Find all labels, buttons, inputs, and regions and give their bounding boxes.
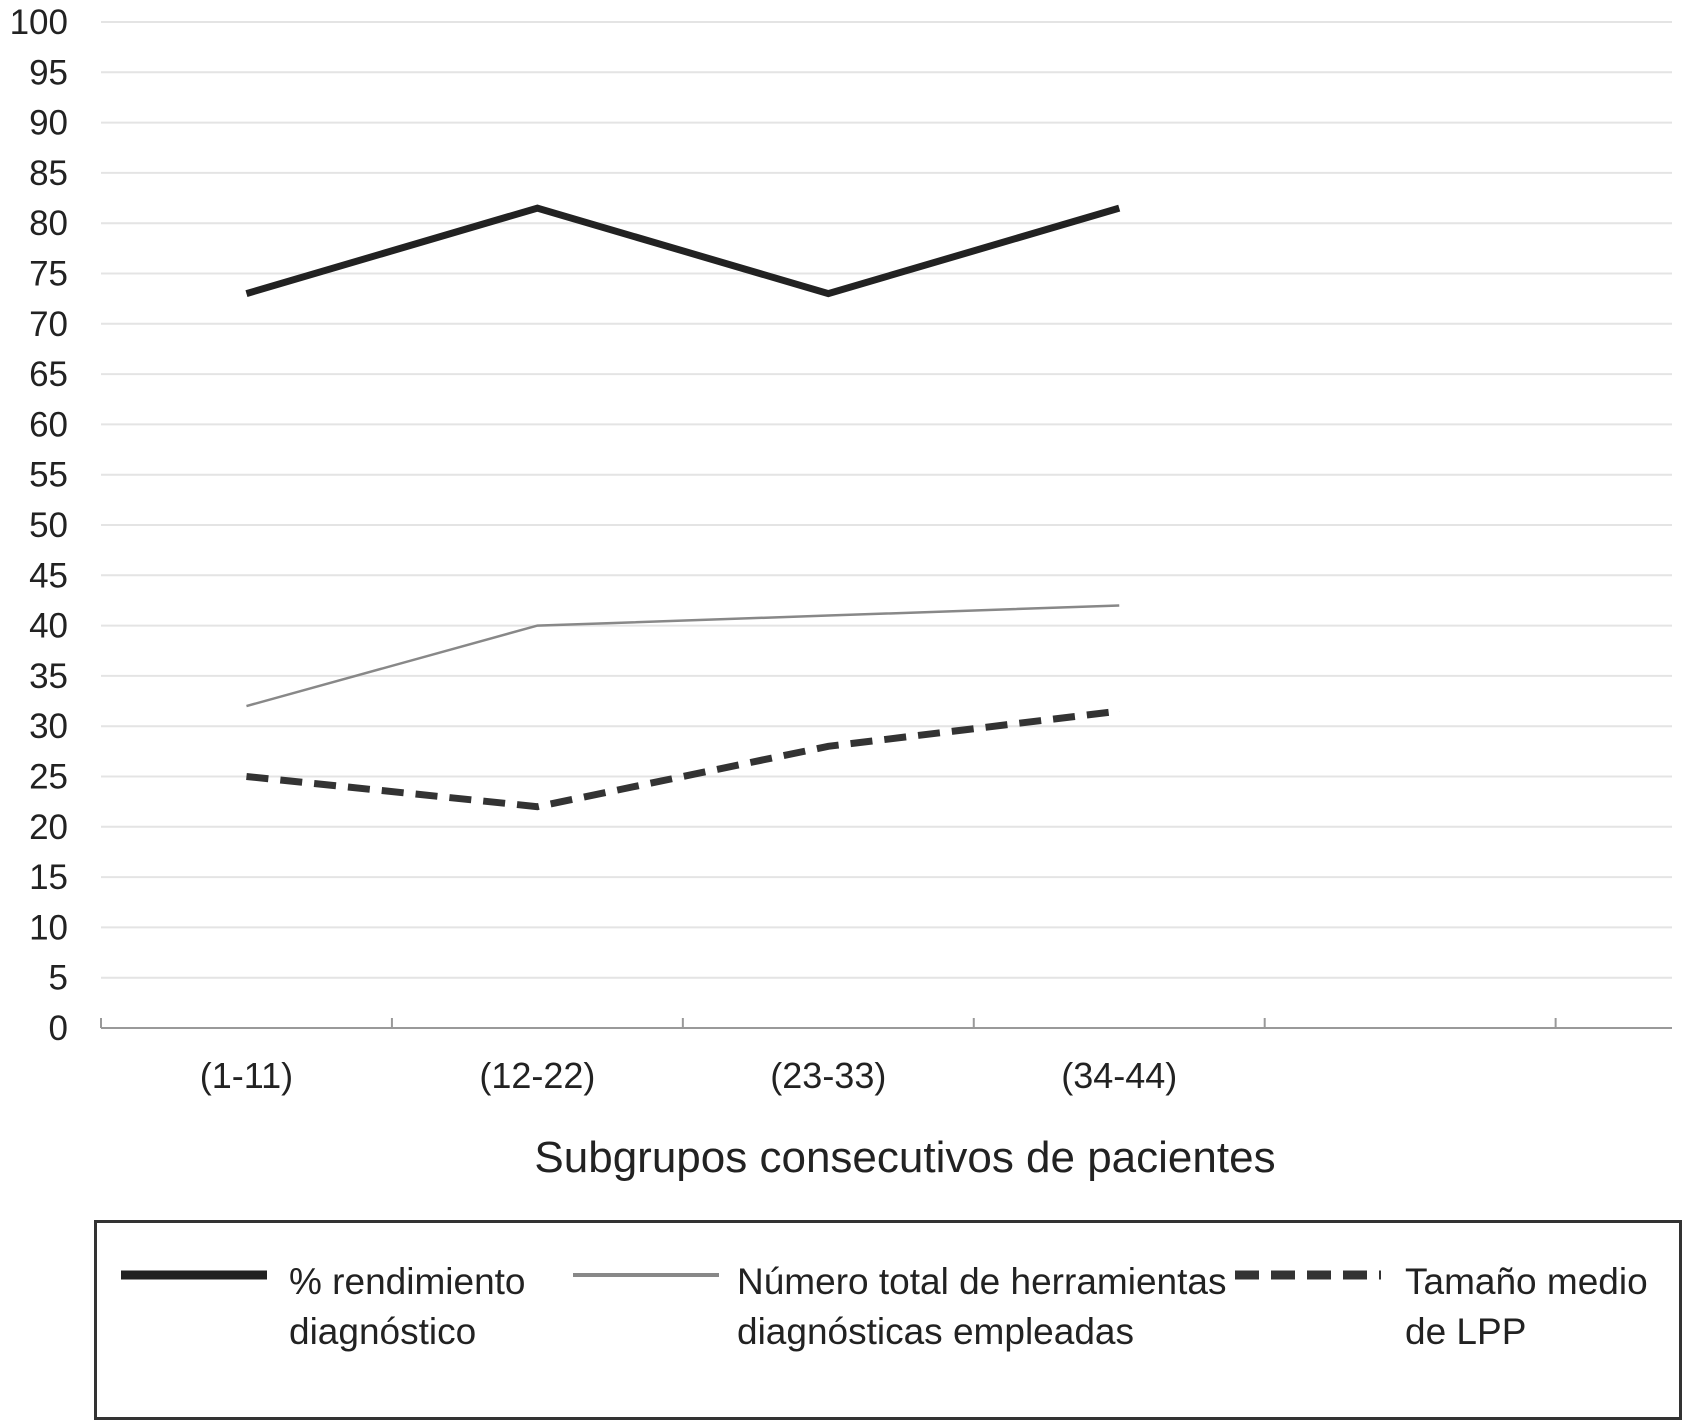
x-axis-title: Subgrupos consecutivos de pacientes (534, 1133, 1275, 1182)
y-tick-label-90: 90 (29, 104, 68, 143)
series-line-0 (245, 204, 1121, 298)
legend: % rendimiento diagnóstico Número total d… (94, 1220, 1682, 1420)
y-tick-label-30: 30 (29, 707, 68, 746)
y-tick-label-15: 15 (29, 858, 68, 897)
y-tick-label-85: 85 (29, 154, 68, 193)
y-tick-label-75: 75 (29, 255, 68, 294)
y-tick-label-60: 60 (29, 405, 68, 444)
x-tick-label-3: (34-44) (1061, 1055, 1177, 1096)
legend-swatch-rendimiento (121, 1270, 267, 1280)
y-tick-label-20: 20 (29, 808, 68, 847)
y-tick-label-35: 35 (29, 657, 68, 696)
y-tick-label-55: 55 (29, 456, 68, 495)
legend-swatch-herramientas (573, 1273, 719, 1277)
y-tick-label-80: 80 (29, 204, 68, 243)
y-tick-label-95: 95 (29, 53, 68, 92)
y-tick-label-100: 100 (10, 3, 68, 42)
x-axis-tick-labels: (1-11) (12-22) (23-33) (34-44) (200, 1055, 1177, 1096)
x-tick-label-0: (1-11) (200, 1055, 293, 1096)
line-chart: 0 5 10 15 20 25 30 35 40 45 50 55 60 65 70 75 80 85 90 95 10… (10, 3, 1672, 1182)
y-tick-label-0: 0 (49, 1009, 68, 1048)
x-tick-label-2: (23-33) (770, 1055, 886, 1096)
x-tick-label-1: (12-22) (479, 1055, 595, 1096)
y-tick-label-70: 70 (29, 305, 68, 344)
legend-swatch-tamano-lpp (1235, 1270, 1381, 1280)
series-lines (245, 204, 1121, 811)
y-tick-label-45: 45 (29, 556, 68, 595)
y-axis-tick-labels: 0 5 10 15 20 25 30 35 40 45 50 55 60 65 70 75 80 85 90 95 10… (10, 3, 68, 1048)
x-axis (100, 1018, 1672, 1029)
legend-label-rendimiento: % rendimiento diagnóstico (289, 1261, 526, 1352)
series-line-1 (246, 604, 1120, 708)
legend-label-tamano-lpp: Tamaño medio de LPP (1405, 1261, 1648, 1352)
y-tick-label-25: 25 (29, 758, 68, 797)
series-line-2 (246, 707, 1120, 811)
y-tick-label-5: 5 (49, 959, 68, 998)
y-tick-label-10: 10 (29, 908, 68, 947)
y-tick-label-40: 40 (29, 607, 68, 646)
legend-label-herramientas: Número total de herramientas diagnóstica… (737, 1261, 1227, 1352)
y-tick-label-65: 65 (29, 355, 68, 394)
grid-lines (101, 21, 1672, 979)
y-tick-label-50: 50 (29, 506, 68, 545)
